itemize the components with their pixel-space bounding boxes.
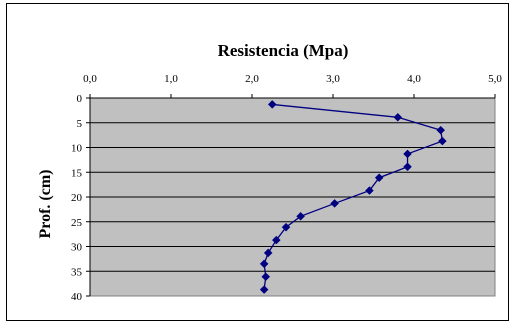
series-layer — [259, 100, 447, 294]
data-point-8 — [330, 199, 339, 208]
data-point-0 — [267, 100, 277, 109]
axis-layer: 0 5 10 15 20 25 30 35 40 0,0 1,0 2,0 3,0 4,0 5,0 — [71, 73, 502, 303]
y-tick-label-15: 15 — [71, 167, 83, 179]
data-point-7 — [365, 186, 374, 195]
y-axis-label: Prof. (cm) — [37, 170, 54, 239]
data-point-12 — [263, 248, 273, 258]
x-tick-label-0: 0,0 — [83, 73, 97, 85]
data-point-3 — [437, 136, 447, 146]
chart-svg: Resistencia (Mpa) Prof. (cm) 0 5 10 15 20 25 3… — [37, 41, 502, 303]
data-point-6 — [374, 173, 384, 183]
x-tick-label-2: 2,0 — [245, 73, 259, 85]
data-point-5 — [403, 162, 412, 172]
data-point-1 — [393, 112, 403, 122]
series-line-0 — [263, 103, 444, 290]
y-tick-label-0: 0 — [77, 93, 83, 105]
y-tick-label-35: 35 — [71, 266, 83, 278]
data-point-13 — [259, 259, 269, 269]
data-point-9 — [296, 211, 305, 221]
y-tick-label-30: 30 — [71, 242, 83, 254]
data-point-4 — [403, 149, 412, 159]
data-point-15 — [259, 285, 269, 294]
y-tick-label-40: 40 — [71, 291, 83, 303]
y-tick-label-20: 20 — [71, 192, 83, 204]
data-point-2 — [436, 125, 446, 135]
data-point-14 — [261, 272, 271, 282]
x-tick-label-3: 3,0 — [326, 73, 340, 85]
y-tick-label-10: 10 — [71, 143, 83, 155]
chart-frame: Resistencia (Mpa) Prof. (cm) 0 5 10 15 20 25 3… — [6, 3, 509, 321]
x-tick-label-1: 1,0 — [164, 73, 178, 85]
data-point-10 — [281, 222, 291, 232]
x-tick-label-5: 5,0 — [488, 73, 502, 85]
chart-title: Resistencia (Mpa) — [218, 41, 349, 60]
data-point-11 — [271, 235, 281, 245]
y-tick-label-25: 25 — [71, 217, 83, 229]
x-tick-label-4: 4,0 — [407, 73, 421, 85]
y-tick-label-5: 5 — [77, 118, 83, 130]
